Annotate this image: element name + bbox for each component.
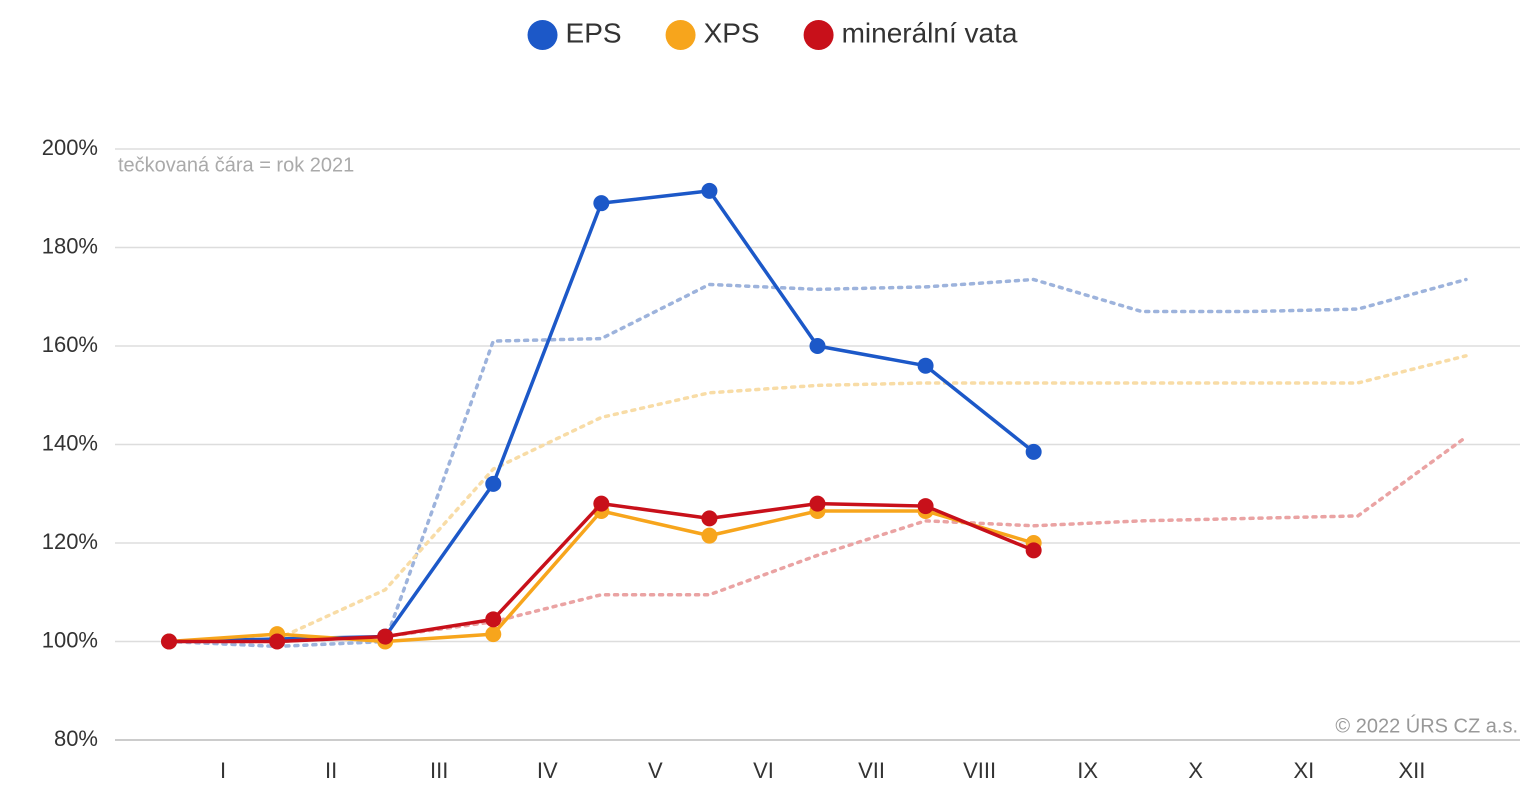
x-tick-label: X	[1188, 758, 1203, 783]
y-tick-label: 160%	[42, 332, 98, 357]
point	[161, 633, 178, 650]
x-tick-label: VIII	[963, 758, 996, 783]
x-tick-label: XII	[1398, 758, 1425, 783]
series-line	[167, 189, 1036, 644]
y-tick-label: 140%	[42, 430, 98, 455]
point	[377, 628, 394, 645]
point	[809, 495, 826, 512]
point	[1025, 542, 1042, 559]
point	[269, 633, 286, 650]
y-tick-label: 120%	[42, 529, 98, 554]
point	[485, 626, 502, 643]
legend: EPS XPS minerální vata	[527, 17, 1018, 50]
x-tick-label: III	[430, 758, 448, 783]
dotted-line	[167, 435, 1468, 644]
point	[485, 475, 502, 492]
point	[701, 527, 718, 544]
dotted-line	[167, 354, 1468, 644]
point	[1025, 443, 1042, 460]
x-tick-label: VII	[858, 758, 885, 783]
point	[701, 510, 718, 527]
credit: © 2022 ÚRS CZ a.s.	[1335, 714, 1518, 737]
point	[593, 195, 610, 212]
point	[809, 338, 826, 354]
x-tick-label: V	[648, 758, 663, 783]
dotted-line	[167, 277, 1468, 649]
point	[917, 498, 934, 515]
point	[701, 182, 718, 199]
note: tečkovaná čára = rok 2021	[118, 154, 354, 176]
legend-label: EPS	[566, 17, 622, 48]
y-tick-label: 200%	[42, 135, 98, 160]
x-tick-label: XI	[1293, 758, 1314, 783]
x-tick-label: IX	[1077, 758, 1098, 783]
legend-marker	[665, 20, 696, 50]
y-tick-label: 100%	[42, 627, 98, 652]
point	[917, 357, 934, 374]
legend-label: minerální vata	[842, 17, 1018, 48]
x-tick-label: I	[220, 758, 226, 783]
point	[485, 611, 502, 628]
point	[593, 495, 610, 512]
legend-marker	[803, 20, 834, 50]
y-tick-label: 80%	[54, 726, 98, 751]
series-line	[167, 509, 1036, 644]
legend-marker	[527, 20, 558, 50]
x-tick-label: IV	[537, 758, 558, 783]
x-tick-label: II	[325, 758, 337, 783]
legend-label: XPS	[704, 17, 760, 48]
x-tick-label: VI	[753, 758, 774, 783]
series-line	[167, 501, 1036, 644]
y-tick-label: 180%	[42, 233, 98, 258]
